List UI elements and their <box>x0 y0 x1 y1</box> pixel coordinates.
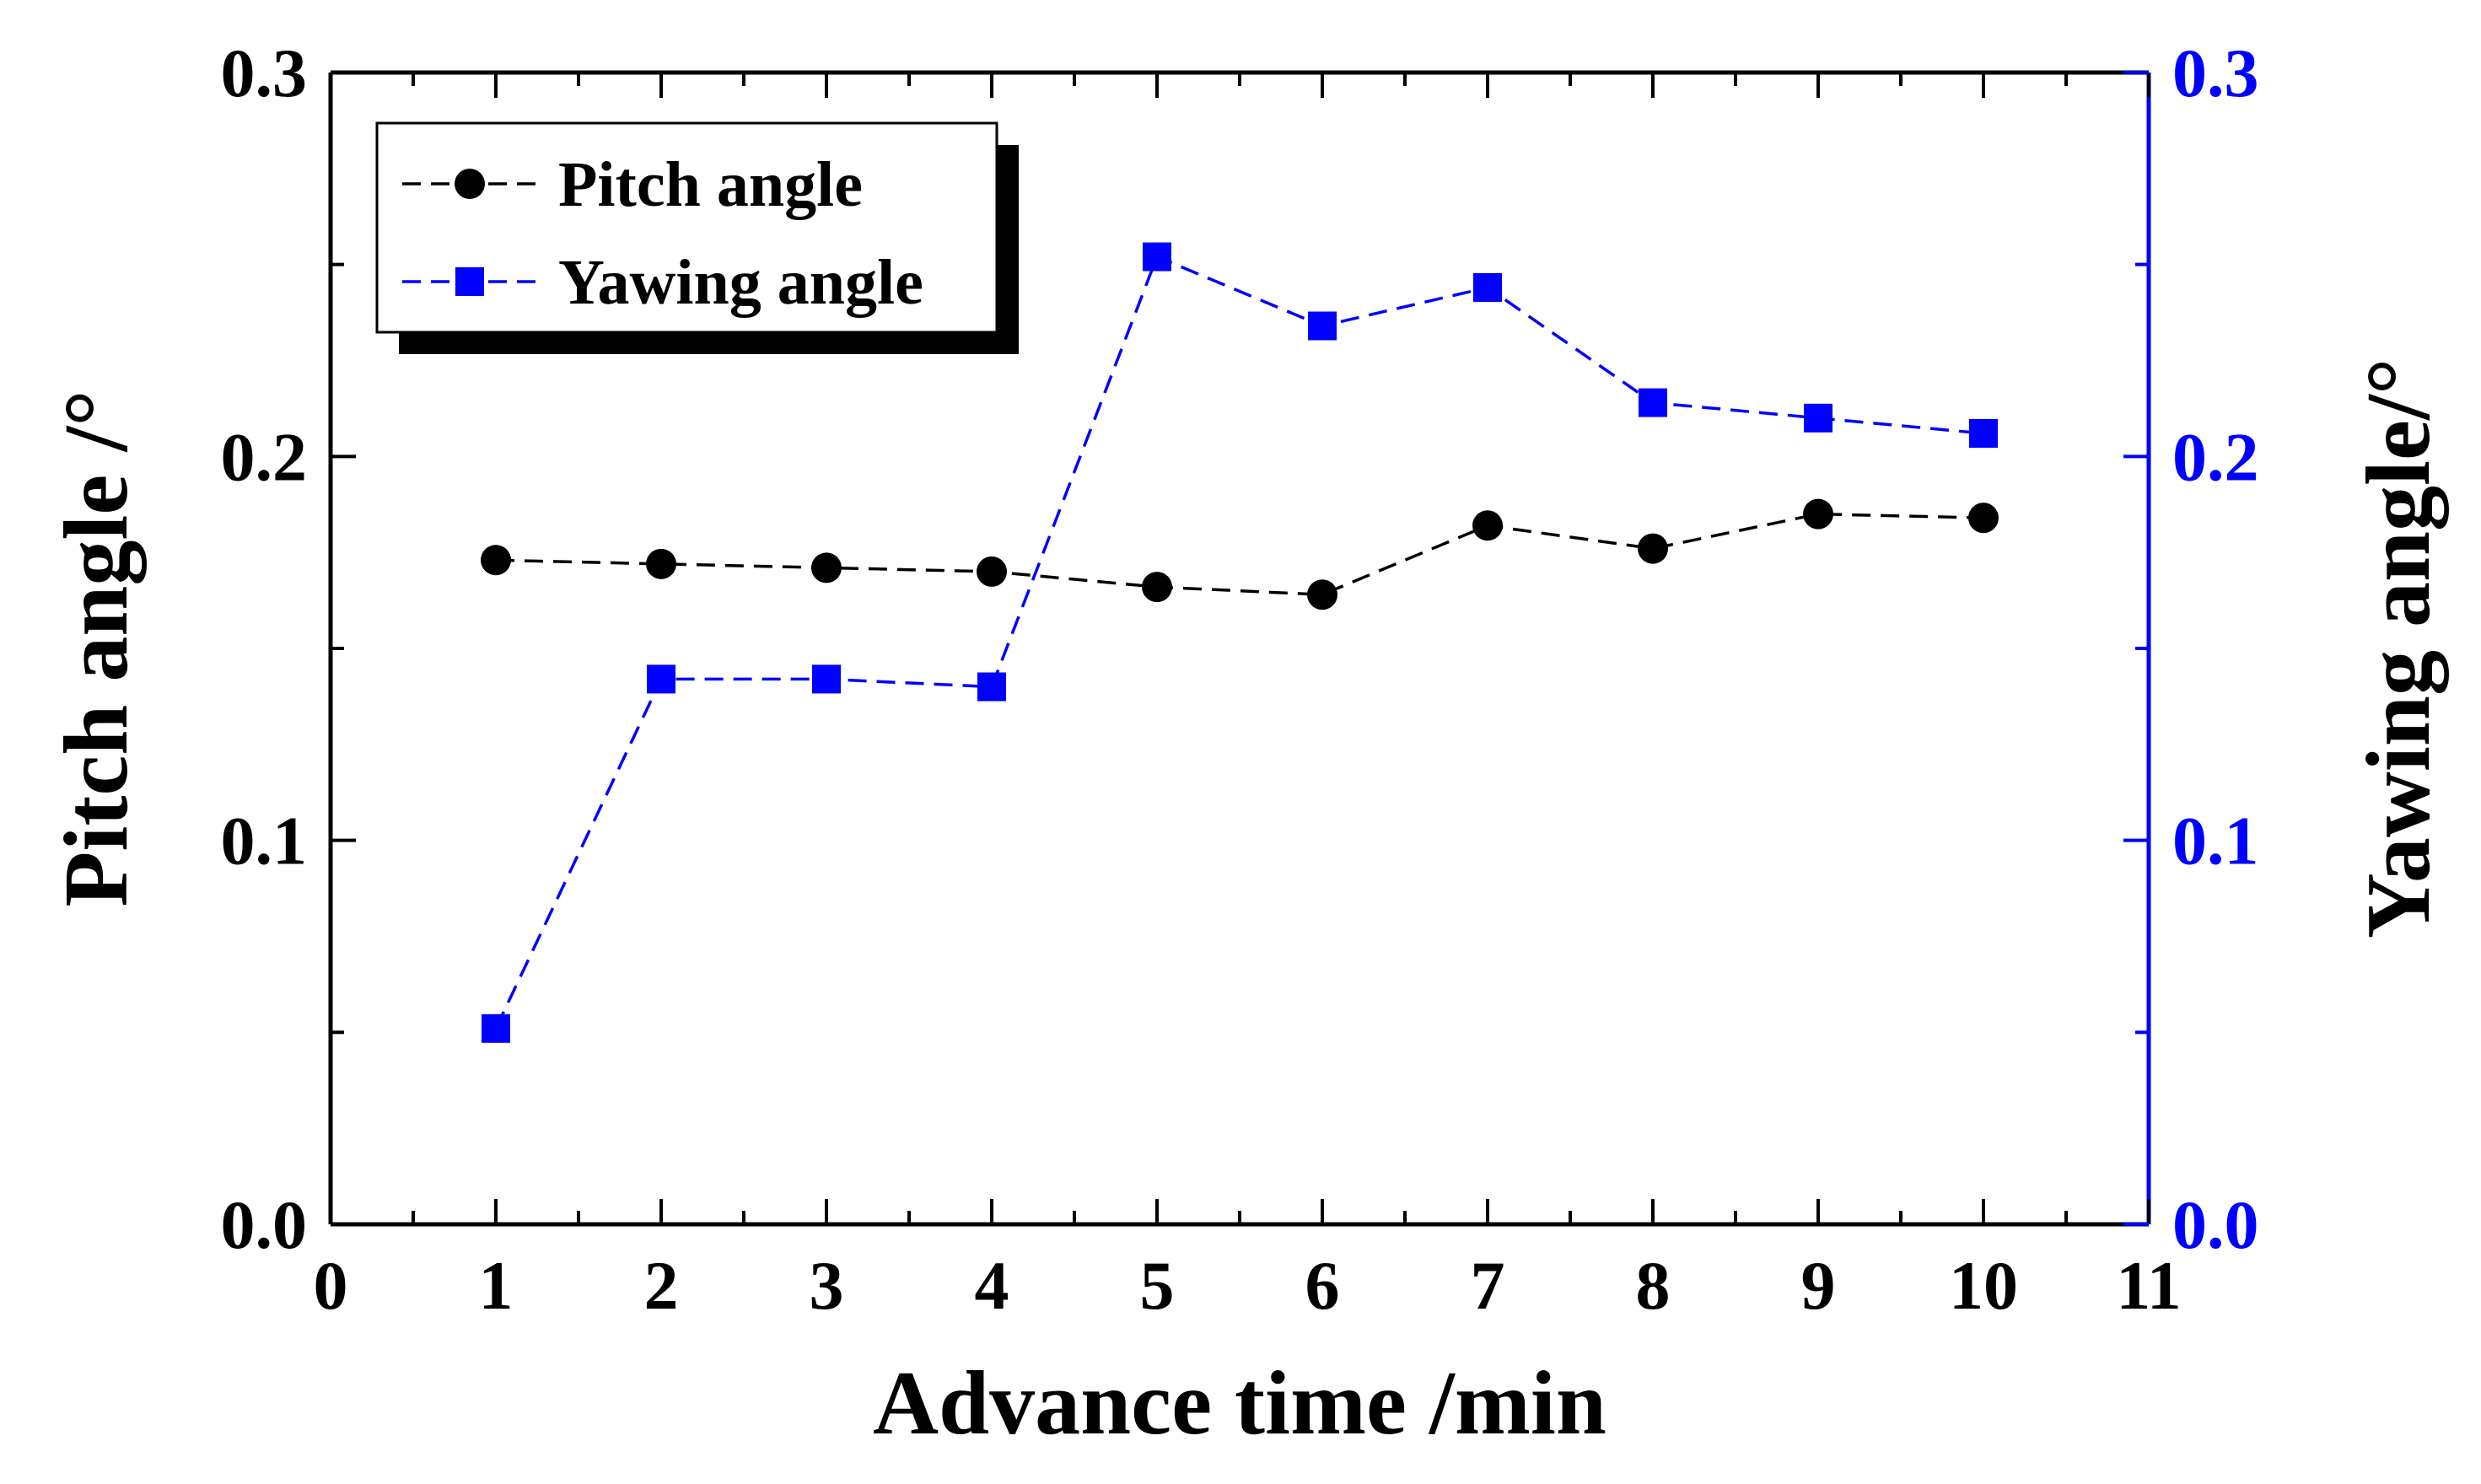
yawing-point <box>482 1014 510 1043</box>
y-right-tick-label: 0.2 <box>2172 418 2259 495</box>
x-tick-label: 5 <box>1140 1247 1175 1324</box>
pitch-point <box>1803 498 1833 530</box>
y-left-axis-title: Pitch angle /° <box>46 390 147 906</box>
pitch-point <box>811 552 842 583</box>
y-right-tick-label: 0.0 <box>2172 1186 2259 1263</box>
yawing-point <box>1308 311 1337 341</box>
pitch-point <box>1638 533 1668 564</box>
pitch-point <box>1968 503 1999 534</box>
y-left-tick-label: 0.0 <box>221 1186 308 1263</box>
y-left-tick-label: 0.1 <box>221 803 308 879</box>
pitch-point <box>977 556 1007 587</box>
series-line-yawing <box>494 255 1984 1030</box>
pitch-point <box>1307 579 1337 610</box>
x-tick-label: 4 <box>975 1247 1009 1324</box>
x-tick-label: 8 <box>1636 1247 1671 1324</box>
legend-box <box>375 121 998 334</box>
series-line-pitch <box>495 512 1984 597</box>
x-tick-label: 1 <box>479 1247 514 1324</box>
x-tick-label: 7 <box>1471 1247 1505 1324</box>
yawing-point <box>1969 419 1998 449</box>
yawing-point <box>1639 388 1667 417</box>
x-tick-label: 9 <box>1801 1247 1836 1324</box>
yawing-point <box>1143 242 1171 272</box>
legend-label: Pitch angle <box>558 149 863 220</box>
y-left-tick-label: 0.2 <box>221 418 308 495</box>
x-tick-label: 0 <box>314 1247 348 1324</box>
legend-label: Yawing angle <box>558 247 923 318</box>
legend-marker-circle <box>455 169 485 199</box>
y-right-axis-title: Yawing angle/° <box>2349 358 2449 938</box>
yawing-point <box>647 664 675 694</box>
y-left-tick-label: 0.3 <box>221 35 308 111</box>
y-right-tick-label: 0.3 <box>2172 35 2259 111</box>
yawing-point <box>1804 403 1832 433</box>
yawing-point <box>812 664 841 694</box>
yawing-point <box>1473 272 1502 302</box>
x-axis-title: Advance time /min <box>873 1353 1606 1454</box>
x-tick-label: 3 <box>810 1247 844 1324</box>
x-tick-label: 11 <box>2116 1247 2181 1324</box>
y-right-tick-label: 0.1 <box>2172 803 2259 879</box>
legend-marker-square <box>455 267 484 296</box>
pitch-point <box>646 548 676 579</box>
pitch-point <box>1142 572 1172 603</box>
x-tick-label: 2 <box>644 1247 679 1324</box>
x-tick-label: 6 <box>1305 1247 1340 1324</box>
pitch-point <box>1472 510 1503 541</box>
pitch-point <box>481 545 511 576</box>
x-tick-label: 10 <box>1949 1247 2018 1324</box>
yawing-point <box>977 672 1006 702</box>
